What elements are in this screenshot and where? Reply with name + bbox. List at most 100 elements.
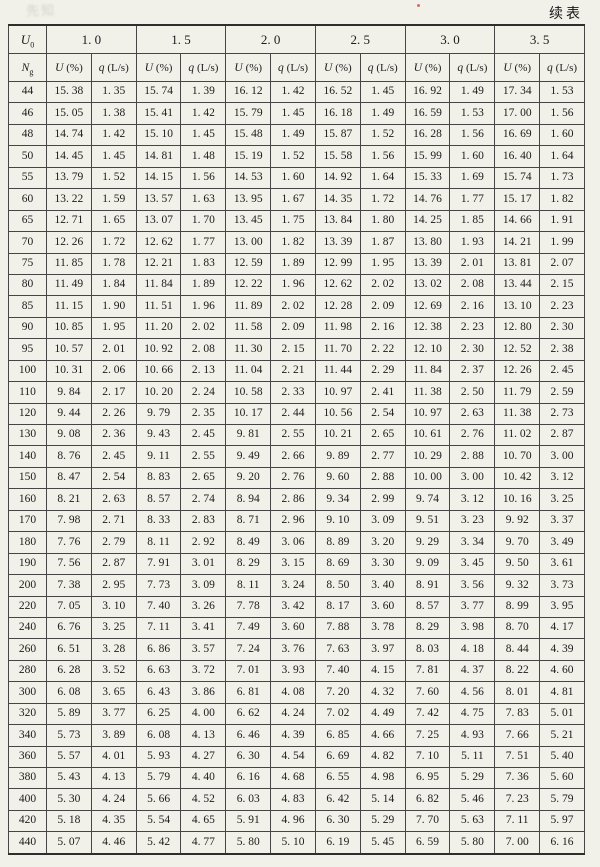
table-cell: 6. 08 bbox=[46, 681, 92, 704]
table-cell: 4. 82 bbox=[359, 745, 406, 769]
table-cell: 3. 06 bbox=[270, 531, 316, 554]
table-cell: 14. 25 bbox=[404, 209, 451, 233]
table-cell: 2. 63 bbox=[449, 402, 496, 426]
table-cell: 5. 89 bbox=[46, 702, 92, 726]
table-cell: 2. 96 bbox=[270, 509, 316, 533]
table-cell: 1. 45 bbox=[90, 145, 137, 168]
table-cell: 10. 66 bbox=[135, 359, 182, 383]
table-cell: 10. 57 bbox=[46, 338, 92, 361]
table-cell: 1. 48 bbox=[180, 145, 227, 168]
table-cell: 9. 79 bbox=[135, 402, 182, 426]
table-cell: 13. 44 bbox=[494, 273, 541, 297]
table-cell: 8. 22 bbox=[494, 659, 541, 683]
table-cell: 9. 74 bbox=[404, 488, 451, 511]
flow-rate-table: U0 1. 0 1. 5 2. 0 2. 5 3. 0 3. 5 Ng U (%… bbox=[8, 24, 585, 855]
table-cell: 8. 71 bbox=[225, 509, 272, 533]
table-row: 400 5. 30 4. 24 5. 66 4. 52 6. 03 4. 83 6. 42 5.… bbox=[8, 788, 585, 811]
table-cell: 7. 81 bbox=[404, 659, 451, 683]
table-cell: 1. 52 bbox=[270, 145, 316, 168]
table-cell: 5. 46 bbox=[449, 788, 496, 811]
table-cell: 8. 29 bbox=[225, 552, 272, 576]
table-cell: 2. 13 bbox=[180, 359, 227, 383]
table-cell: 10. 21 bbox=[314, 423, 361, 447]
table-row: 260 6. 51 3. 28 6. 86 3. 57 7. 24 3. 76 7. 63 3.… bbox=[8, 638, 585, 661]
table-cell: 11. 85 bbox=[46, 252, 92, 275]
table-cell: 7. 05 bbox=[46, 595, 92, 618]
table-cell: 9. 10 bbox=[314, 509, 361, 533]
table-cell: 3. 93 bbox=[270, 659, 316, 683]
table-cell: 4. 01 bbox=[90, 745, 137, 769]
table-row: 170 7. 98 2. 71 8. 33 2. 83 8. 71 2. 96 9. 10 3.… bbox=[8, 509, 585, 533]
table-cell: 1. 64 bbox=[539, 145, 585, 168]
table-cell: 7. 10 bbox=[404, 745, 451, 769]
group-header-2_5: 2. 5 bbox=[314, 24, 406, 54]
table-cell: 8. 99 bbox=[494, 595, 541, 618]
table-cell: 12. 21 bbox=[135, 252, 182, 275]
table-cell: 14. 92 bbox=[314, 166, 361, 190]
table-row: 50 14. 45 1. 45 14. 81 1. 48 15. 19 1. 52 15. 5… bbox=[8, 145, 585, 168]
table-cell: 8. 33 bbox=[135, 509, 182, 533]
table-cell: 5. 91 bbox=[225, 809, 272, 833]
table-cell: 4. 75 bbox=[449, 702, 496, 726]
table-row: 120 9. 44 2. 26 9. 79 2. 35 10. 17 2. 44 10. 56… bbox=[8, 402, 585, 426]
table-cell: 3. 12 bbox=[539, 466, 585, 490]
ng-subscript: g bbox=[29, 66, 34, 76]
table-row: 160 8. 21 2. 63 8. 57 2. 74 8. 94 2. 86 9. 34 2.… bbox=[8, 488, 585, 511]
table-cell: 7. 20 bbox=[314, 681, 361, 704]
row-header-ng: 260 bbox=[8, 638, 47, 661]
table-row: 300 6. 08 3. 65 6. 43 3. 86 6. 81 4. 08 7. 20 4.… bbox=[8, 681, 585, 704]
table-cell: 6. 86 bbox=[135, 638, 182, 661]
table-cell: 2. 76 bbox=[270, 466, 316, 490]
row-header-ng: 90 bbox=[8, 316, 47, 340]
table-cell: 8. 69 bbox=[314, 552, 361, 576]
row-header-ng: 50 bbox=[8, 145, 47, 168]
table-cell: 1. 72 bbox=[359, 188, 406, 211]
table-cell: 6. 59 bbox=[404, 831, 451, 855]
table-cell: 15. 33 bbox=[404, 166, 451, 190]
table-cell: 1. 42 bbox=[180, 102, 227, 125]
table-row: 150 8. 47 2. 54 8. 83 2. 65 9. 20 2. 76 9. 60 2.… bbox=[8, 466, 585, 490]
table-row: 55 13. 79 1. 52 14. 15 1. 56 14. 53 1. 60 14. 9… bbox=[8, 166, 585, 190]
table-cell: 3. 24 bbox=[270, 574, 316, 597]
table-cell: 1. 60 bbox=[539, 123, 585, 147]
table-cell: 6. 30 bbox=[225, 745, 272, 769]
table-cell: 3. 76 bbox=[270, 638, 316, 661]
table-cell: 5. 97 bbox=[539, 809, 585, 833]
row-header-ng: 44 bbox=[8, 80, 47, 104]
table-cell: 4. 46 bbox=[90, 831, 137, 855]
table-cell: 6. 69 bbox=[314, 745, 361, 769]
table-cell: 11. 51 bbox=[135, 295, 182, 318]
table-cell: 13. 95 bbox=[225, 188, 272, 211]
table-cell: 16. 40 bbox=[494, 145, 541, 168]
u-unit: (%) bbox=[245, 61, 263, 74]
row-header-ng: 400 bbox=[8, 788, 47, 811]
table-cell: 9. 50 bbox=[494, 552, 541, 576]
q-symbol: q bbox=[278, 61, 284, 74]
u-percent-header: U (%) bbox=[225, 53, 272, 82]
table-cell: 1. 96 bbox=[180, 295, 227, 318]
table-cell: 15. 48 bbox=[225, 123, 272, 147]
table-cell: 4. 08 bbox=[270, 681, 316, 704]
row-header-ng: 110 bbox=[8, 381, 47, 404]
table-row: 95 10. 57 2. 01 10. 92 2. 08 11. 30 2. 15 11. 7… bbox=[8, 338, 585, 361]
table-cell: 6. 76 bbox=[46, 616, 92, 640]
table-cell: 10. 92 bbox=[135, 338, 182, 361]
table-cell: 6. 42 bbox=[314, 788, 361, 811]
table-cell: 9. 84 bbox=[46, 381, 92, 404]
table-row: 90 10. 85 1. 95 11. 20 2. 02 11. 58 2. 09 11. 9… bbox=[8, 316, 585, 340]
table-cell: 1. 75 bbox=[270, 209, 316, 233]
u-percent-header: U (%) bbox=[314, 53, 361, 82]
q-symbol: q bbox=[367, 61, 374, 74]
table-cell: 7. 66 bbox=[494, 724, 541, 747]
u-symbol: U bbox=[234, 61, 243, 74]
table-cell: 2. 02 bbox=[359, 273, 406, 297]
table-cell: 11. 79 bbox=[494, 381, 541, 404]
table-row: 360 5. 57 4. 01 5. 93 4. 27 6. 30 4. 54 6. 69 4.… bbox=[8, 745, 585, 769]
table-cell: 14. 76 bbox=[404, 188, 451, 211]
table-cell: 8. 11 bbox=[135, 531, 182, 554]
table-cell: 5. 43 bbox=[46, 766, 92, 790]
table-cell: 2. 09 bbox=[359, 295, 406, 318]
table-cell: 1. 56 bbox=[449, 123, 496, 147]
table-cell: 2. 73 bbox=[539, 402, 585, 426]
table-cell: 2. 76 bbox=[449, 423, 496, 447]
